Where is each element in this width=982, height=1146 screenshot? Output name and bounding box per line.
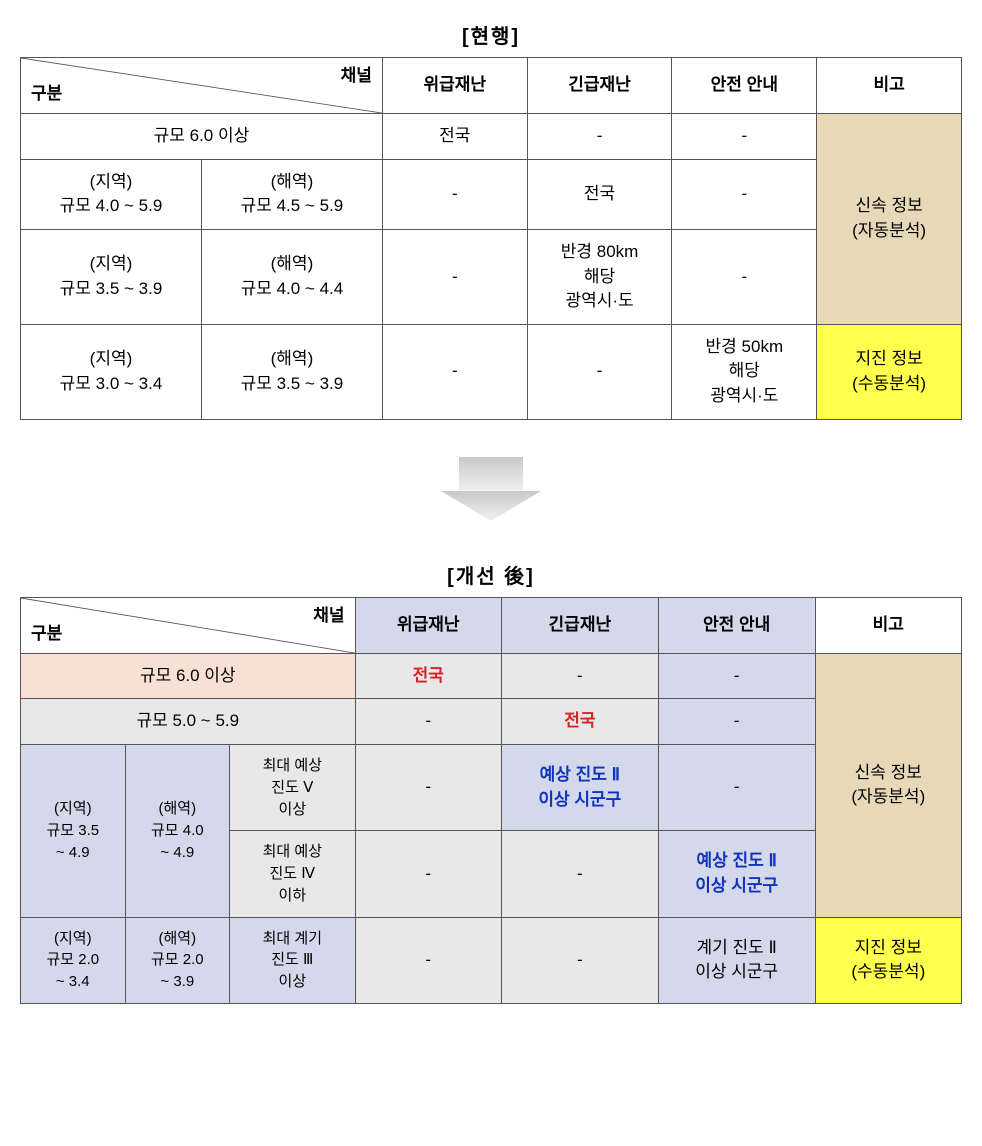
cell: - — [658, 653, 815, 699]
cell: 계기 진도 Ⅱ이상 시군구 — [658, 917, 815, 1003]
cell: - — [355, 745, 501, 831]
cell: - — [355, 699, 501, 745]
category-cell: (지역)규모 4.0 ~ 5.9 — [21, 159, 202, 229]
cell: - — [382, 159, 527, 229]
category-cell: (해역)규모 4.5 ~ 5.9 — [201, 159, 382, 229]
note-cell-manual: 지진 정보(수동분석) — [815, 917, 961, 1003]
cell: - — [672, 114, 817, 160]
header-row: 채널 구분 위급재난 긴급재난 안전 안내 비고 — [21, 597, 962, 653]
note-cell-auto: 신속 정보(자동분석) — [815, 653, 961, 917]
cell: 전국 — [382, 114, 527, 160]
cell: 반경 80km해당광역시·도 — [527, 229, 672, 324]
cell: - — [355, 831, 501, 917]
col-header-emergency: 위급재난 — [382, 58, 527, 114]
cell-highlight: 예상 진도 Ⅱ이상 시군구 — [658, 831, 815, 917]
improved-title: [개선 後] — [20, 560, 962, 589]
table-row: 규모 6.0 이상 전국 - - 신속 정보(자동분석) — [21, 114, 962, 160]
category-cell: 최대 예상진도 Ⅳ이하 — [230, 831, 355, 917]
col-header-safety: 안전 안내 — [672, 58, 817, 114]
col-header-note: 비고 — [817, 58, 962, 114]
current-table: 채널 구분 위급재난 긴급재난 안전 안내 비고 규모 6.0 이상 전국 - … — [20, 57, 962, 420]
category-cell: (해역)규모 2.0~ 3.9 — [125, 917, 230, 1003]
category-cell: 규모 5.0 ~ 5.9 — [21, 699, 356, 745]
cell: - — [501, 653, 658, 699]
note-cell-auto: 신속 정보(자동분석) — [817, 114, 962, 325]
cell: - — [501, 831, 658, 917]
category-cell: 최대 예상진도 Ⅴ이상 — [230, 745, 355, 831]
diag-top-label: 채널 — [313, 604, 344, 629]
cell: - — [658, 699, 815, 745]
cell: - — [527, 324, 672, 419]
down-arrow-icon — [431, 455, 551, 525]
cell: - — [355, 917, 501, 1003]
category-cell: 규모 6.0 이상 — [21, 114, 383, 160]
col-header-urgent: 긴급재난 — [501, 597, 658, 653]
cell: - — [672, 229, 817, 324]
diag-bot-label: 구분 — [31, 622, 62, 647]
col-header-note: 비고 — [815, 597, 961, 653]
category-cell: (지역)규모 2.0~ 3.4 — [21, 917, 126, 1003]
category-cell: (지역)규모 3.0 ~ 3.4 — [21, 324, 202, 419]
table-row: (지역)규모 3.0 ~ 3.4 (해역)규모 3.5 ~ 3.9 - - 반경… — [21, 324, 962, 419]
col-header-safety: 안전 안내 — [658, 597, 815, 653]
category-cell: (지역)규모 3.5~ 4.9 — [21, 745, 126, 918]
diag-bot-label: 구분 — [31, 82, 62, 107]
header-row: 채널 구분 위급재난 긴급재난 안전 안내 비고 — [21, 58, 962, 114]
category-cell: (지역)규모 3.5 ~ 3.9 — [21, 229, 202, 324]
category-cell: 규모 6.0 이상 — [21, 653, 356, 699]
cell: - — [672, 159, 817, 229]
cell: 전국 — [527, 159, 672, 229]
category-cell: (해역)규모 4.0~ 4.9 — [125, 745, 230, 918]
cell: - — [658, 745, 815, 831]
cell: 반경 50km해당광역시·도 — [672, 324, 817, 419]
note-cell-manual: 지진 정보(수동분석) — [817, 324, 962, 419]
transition-arrow — [20, 455, 962, 530]
cell: - — [527, 114, 672, 160]
col-header-emergency: 위급재난 — [355, 597, 501, 653]
cell: - — [382, 324, 527, 419]
cell-highlight: 전국 — [501, 699, 658, 745]
table-row: 규모 6.0 이상 전국 - - 신속 정보(자동분석) — [21, 653, 962, 699]
cell-highlight: 예상 진도 Ⅱ이상 시군구 — [501, 745, 658, 831]
category-cell: (해역)규모 3.5 ~ 3.9 — [201, 324, 382, 419]
col-header-urgent: 긴급재난 — [527, 58, 672, 114]
cell: - — [501, 917, 658, 1003]
table-row: (지역)규모 2.0~ 3.4 (해역)규모 2.0~ 3.9 최대 계기진도 … — [21, 917, 962, 1003]
diag-top-label: 채널 — [341, 64, 372, 89]
improved-table: 채널 구분 위급재난 긴급재난 안전 안내 비고 규모 6.0 이상 전국 - … — [20, 597, 962, 1004]
category-cell: 최대 계기진도 Ⅲ이상 — [230, 917, 355, 1003]
cell: - — [382, 229, 527, 324]
current-title: [현행] — [20, 20, 962, 49]
category-cell: (해역)규모 4.0 ~ 4.4 — [201, 229, 382, 324]
diag-header: 채널 구분 — [21, 597, 356, 653]
diag-header: 채널 구분 — [21, 58, 383, 114]
cell-highlight: 전국 — [355, 653, 501, 699]
